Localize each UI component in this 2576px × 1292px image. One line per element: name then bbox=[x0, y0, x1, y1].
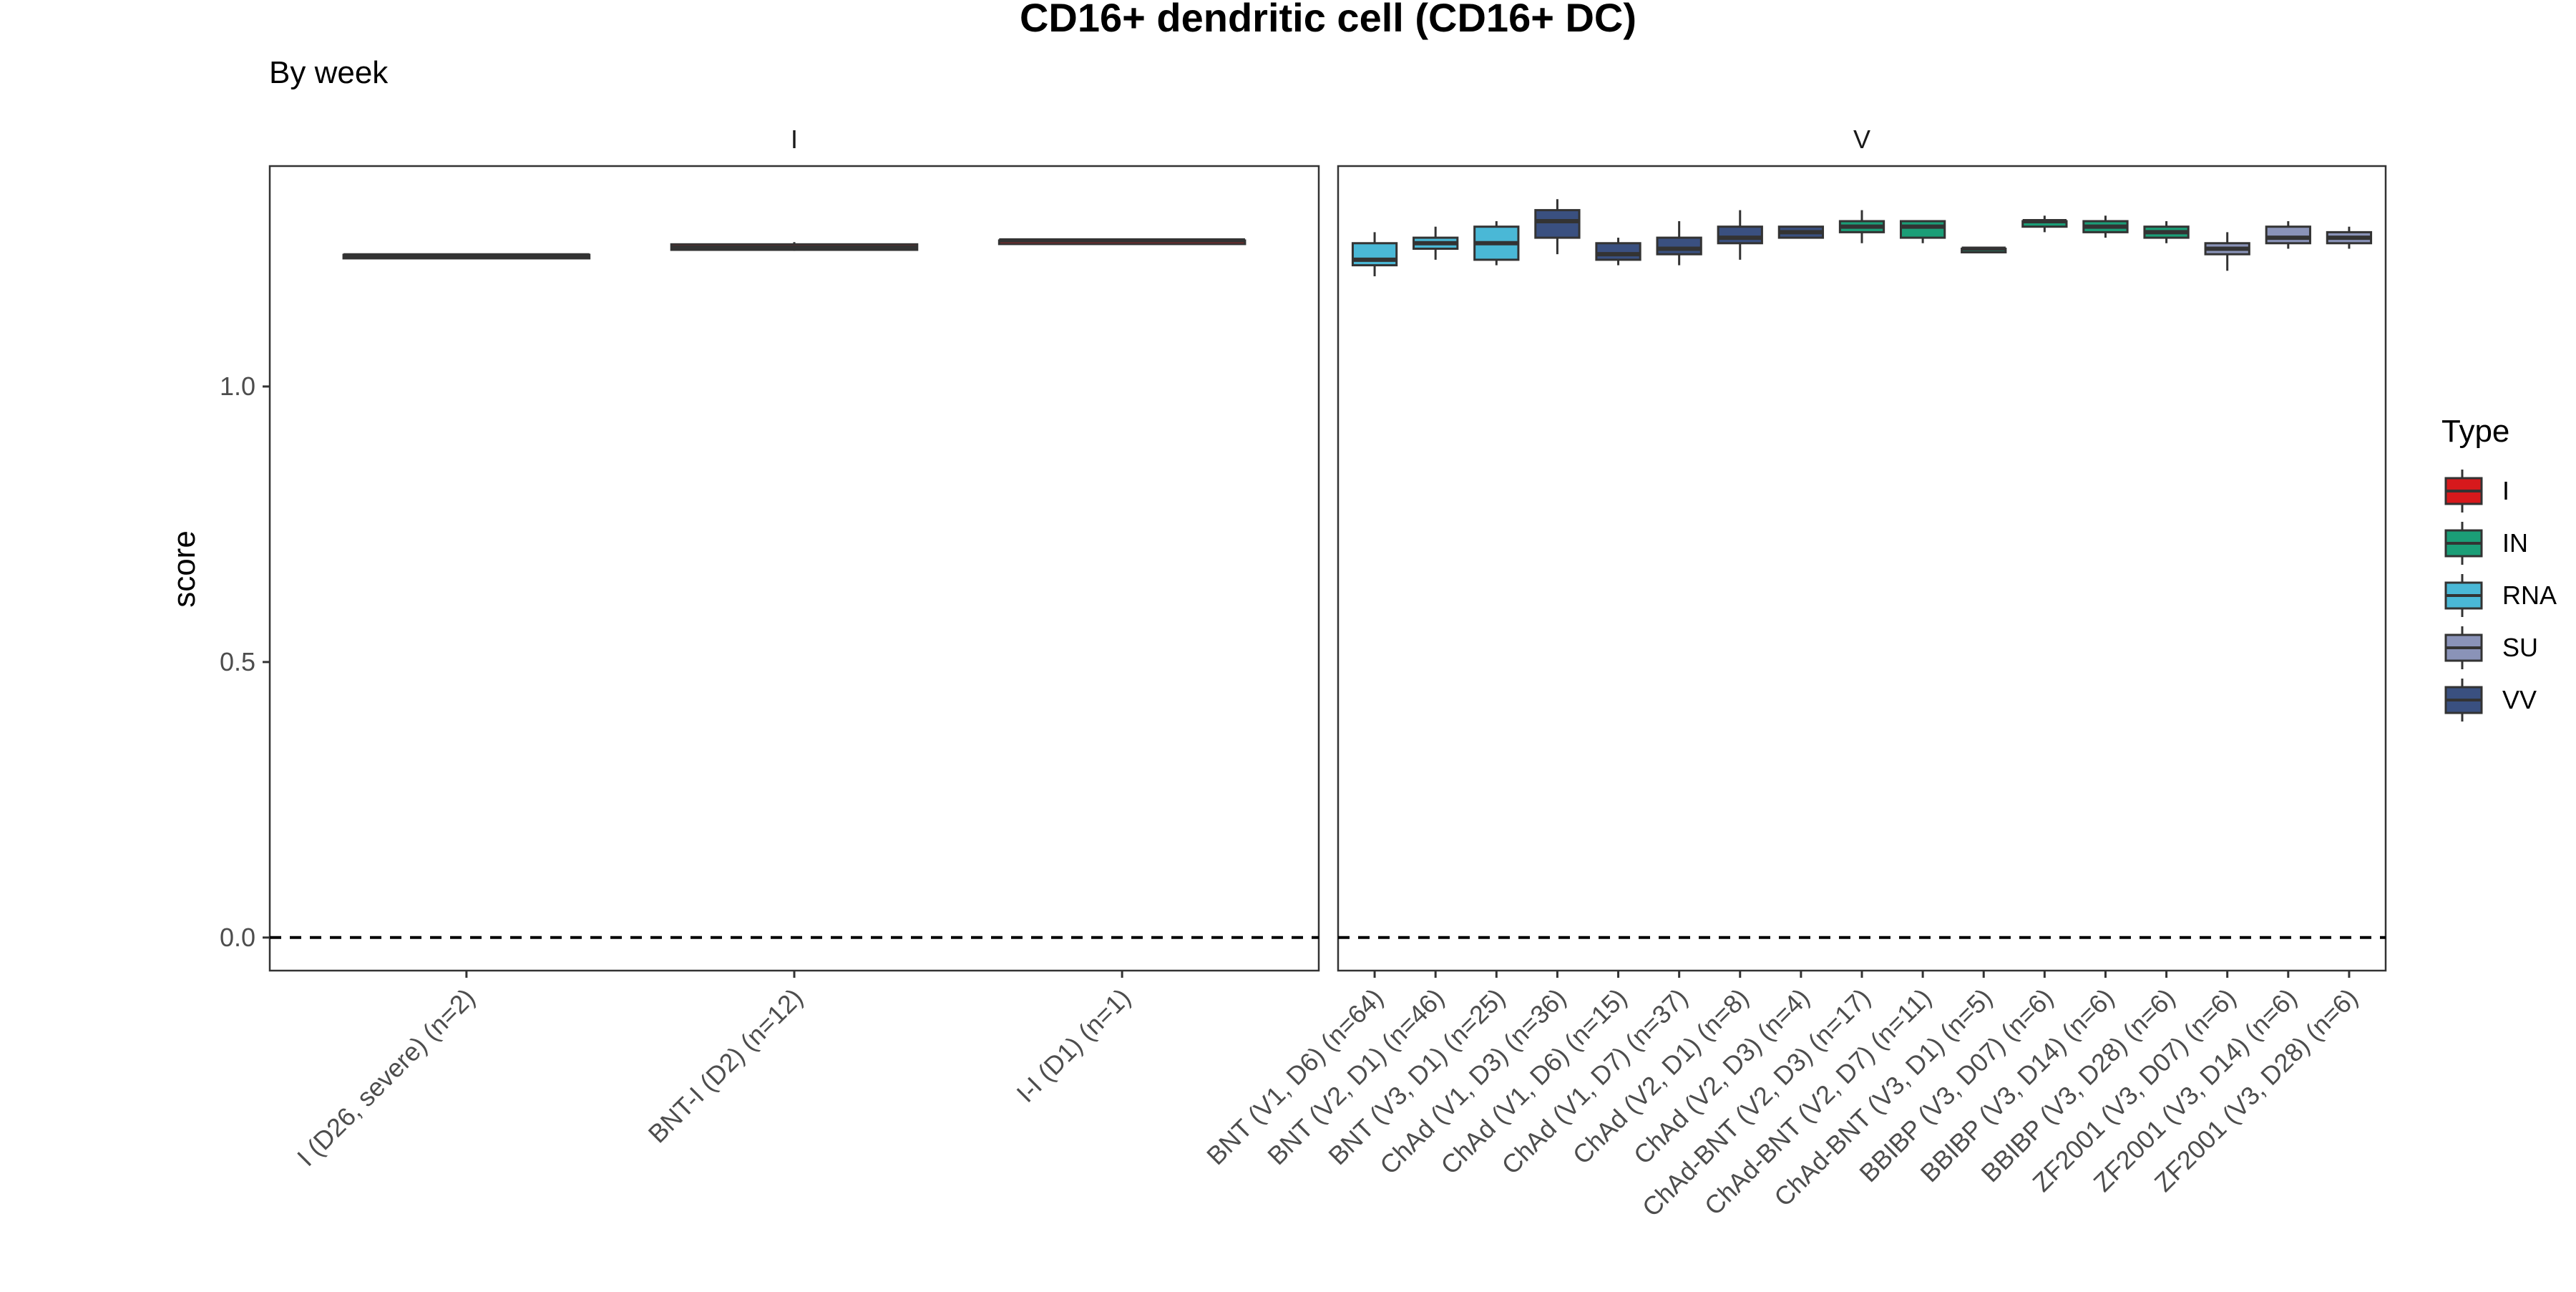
legend-key-RNA: RNA bbox=[2444, 574, 2557, 617]
box-iqr bbox=[1351, 242, 1398, 267]
x-tick-label: I (D26, severe) (n=2) bbox=[291, 983, 481, 1172]
legend-key-IN: IN bbox=[2444, 522, 2528, 565]
facet-strip-label: V bbox=[1853, 125, 1870, 154]
legend-label: I bbox=[2502, 476, 2509, 505]
box-1: BNT (V1, D6) (n=64) bbox=[1201, 232, 1398, 1170]
panel-I: I I (D26, severe) (n=2) BNT-I (D2) (n=12) I… bbox=[268, 125, 1320, 1172]
box-1: I (D26, severe) (n=2) bbox=[291, 253, 591, 1172]
legend: Type I IN RNA SU VV bbox=[2441, 414, 2557, 722]
legend-key-VV: VV bbox=[2444, 679, 2537, 722]
y-tick-label: 0.0 bbox=[220, 923, 255, 952]
x-tick-label: I-I (D1) (n=1) bbox=[1010, 983, 1136, 1108]
legend-label: RNA bbox=[2502, 581, 2557, 610]
legend-key-I: I bbox=[2444, 470, 2509, 513]
box-iqr bbox=[1899, 220, 1946, 239]
box-2: BNT-I (D2) (n=12) bbox=[643, 242, 919, 1149]
box-iqr bbox=[1534, 209, 1581, 239]
box-iqr bbox=[1656, 236, 1702, 256]
facet-strip-label: I bbox=[791, 125, 798, 154]
legend-label: IN bbox=[2502, 528, 2528, 558]
box-3: I-I (D1) (n=1) bbox=[997, 238, 1246, 1108]
legend-label: VV bbox=[2502, 685, 2537, 714]
legend-title: Type bbox=[2441, 414, 2509, 449]
legend-key-SU: SU bbox=[2444, 626, 2538, 669]
panel-border bbox=[1337, 165, 2387, 972]
box-iqr bbox=[1595, 242, 1641, 261]
legend-label: SU bbox=[2502, 633, 2538, 662]
chart-subtitle: By week bbox=[269, 55, 389, 90]
y-tick-label: 1.0 bbox=[220, 371, 255, 401]
panel-border bbox=[268, 165, 1320, 972]
x-tick-label: BNT-I (D2) (n=12) bbox=[643, 983, 809, 1149]
y-tick-label: 0.5 bbox=[220, 647, 255, 676]
y-axis-label: score bbox=[167, 530, 202, 608]
chart-title: CD16+ dendritic cell (CD16+ DC) bbox=[1020, 0, 1636, 40]
panels-layer: 0.0 0.5 1.0 I I (D26, severe) (n=2) BNT-I (D2… bbox=[220, 125, 2387, 1222]
box-iqr bbox=[1717, 225, 1763, 245]
box-iqr bbox=[2265, 225, 2311, 245]
